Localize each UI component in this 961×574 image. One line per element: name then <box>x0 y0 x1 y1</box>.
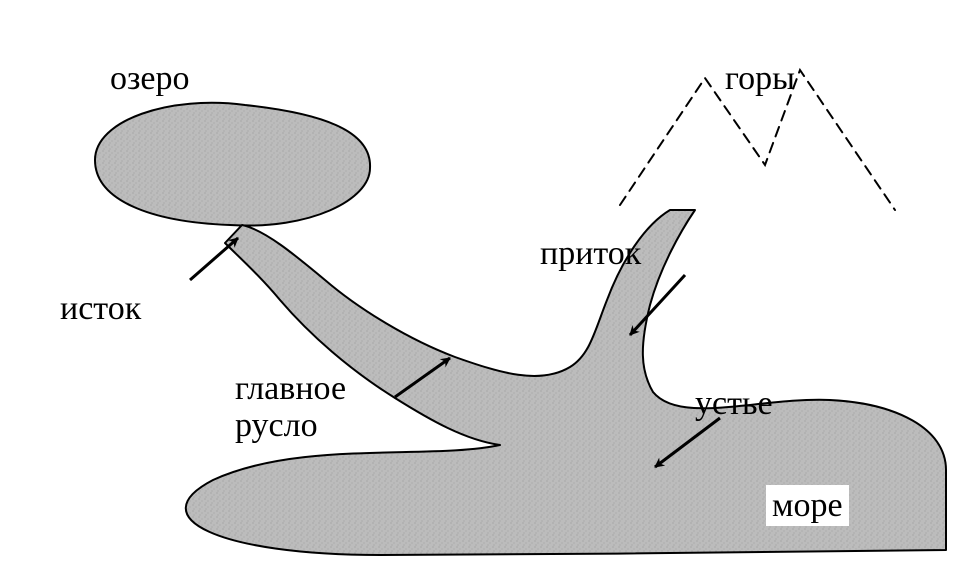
label-mouth: устье <box>695 385 773 422</box>
label-mountains: горы <box>725 60 795 97</box>
label-tributary: приток <box>540 235 641 272</box>
diagram-stage: озеро горы исток приток главное русло ус… <box>0 0 961 574</box>
label-sea: море <box>766 485 849 526</box>
lake-shape <box>95 103 370 226</box>
label-source: исток <box>60 290 141 327</box>
label-main-channel: главное русло <box>235 370 346 445</box>
arrow-source <box>190 238 238 280</box>
label-lake: озеро <box>110 60 190 97</box>
